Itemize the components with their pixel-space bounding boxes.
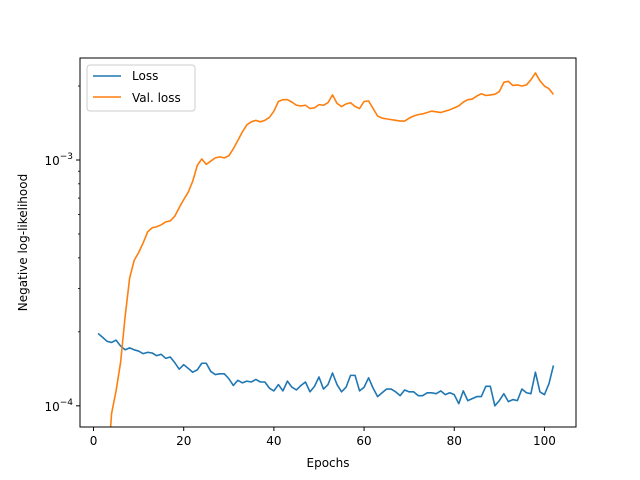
x-tick-label: 80 bbox=[447, 434, 462, 448]
y-axis: 10−4 10−3 bbox=[44, 85, 80, 414]
series-layer bbox=[97, 72, 555, 427]
plot-frame bbox=[79, 57, 577, 428]
x-tick-label: 100 bbox=[533, 434, 556, 448]
legend: Loss Val. loss bbox=[86, 64, 196, 112]
y-tick-label: 10−4 bbox=[44, 398, 73, 414]
legend-label-val-loss: Val. loss bbox=[132, 91, 181, 105]
legend-label-loss: Loss bbox=[132, 69, 158, 83]
x-axis: 0 20 40 60 80 100 bbox=[90, 427, 556, 448]
x-tick-label: 60 bbox=[356, 434, 371, 448]
y-axis-label: Negative log-likelihood bbox=[16, 174, 30, 311]
x-axis-label: Epochs bbox=[307, 456, 350, 470]
y-tick-label: 10−3 bbox=[44, 152, 73, 168]
x-tick-label: 20 bbox=[176, 434, 191, 448]
series-line-loss bbox=[97, 332, 555, 407]
x-tick-label: 40 bbox=[266, 434, 281, 448]
series-line-val-loss bbox=[109, 72, 555, 427]
x-tick-label: 0 bbox=[90, 434, 98, 448]
